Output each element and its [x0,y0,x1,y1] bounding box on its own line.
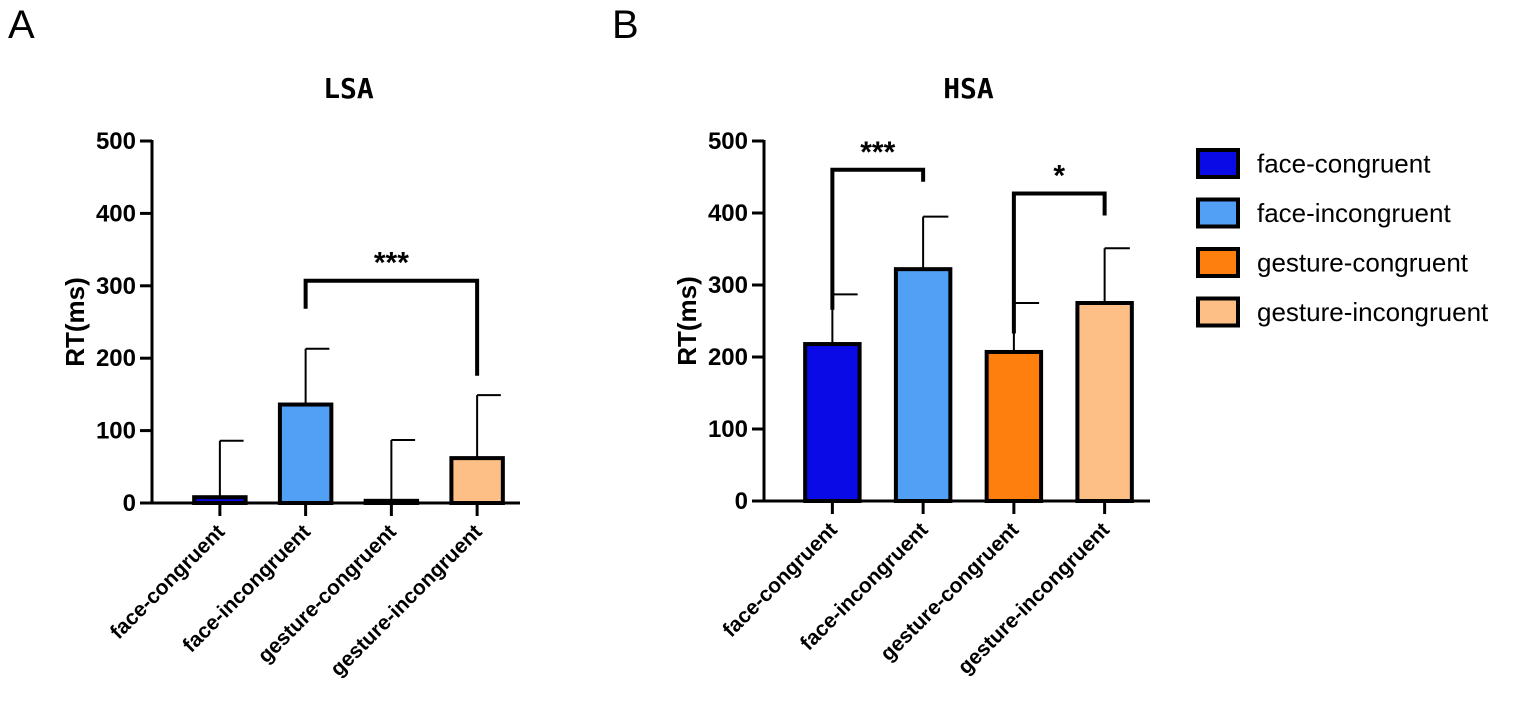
y-tick-label-lsa: 500 [96,128,136,155]
panel-label-b: B [612,3,639,47]
y-tick-label-lsa: 400 [96,200,136,227]
bar-hsa [984,349,1044,503]
legend-swatch [1196,148,1240,179]
y-tick-label-hsa: 500 [708,128,748,155]
y-tick-label-lsa: 200 [96,345,136,372]
significance-label-hsa: * [1053,160,1065,193]
y-tick-label-hsa: 0 [735,488,748,515]
y-tick-label-hsa: 200 [708,344,748,371]
bar-hsa [803,342,862,504]
legend-label: face-congruent [1257,149,1431,179]
y-tick-label-lsa: 100 [96,418,136,445]
y-tick-label-hsa: 300 [708,272,748,299]
legend-label: gesture-congruent [1257,248,1469,278]
legend: face-congruent face-incongruent gesture-co… [1196,148,1489,328]
bar-lsa [449,456,505,505]
legend-label: gesture-incongruent [1257,297,1489,327]
bar-lsa [277,402,334,506]
legend-swatch [1196,197,1240,229]
bar-lsa [192,495,248,506]
bar-lsa [363,498,420,506]
chart-title-lsa: LSA [323,72,374,105]
legend-label: face-incongruent [1257,198,1451,228]
significance-label-hsa: *** [860,136,895,169]
legend-swatch [1196,247,1240,278]
y-tick-label-hsa: 100 [708,416,748,443]
chart-title-hsa: HSA [943,72,994,105]
significance-bracket-hsa [1011,191,1107,334]
x-tick-label-hsa: gesture-incongruent [954,518,1115,679]
chart-hsa: HSART(ms)0100200300400500face-congruentf… [672,72,1150,679]
significance-bracket-lsa [303,278,480,376]
legend-swatch [1196,296,1240,328]
y-tick-label-lsa: 0 [123,490,136,517]
x-tick-label-lsa: gesture-incongruent [326,520,487,681]
y-axis-title-hsa: RT(ms) [672,276,702,366]
bar-hsa [893,267,953,503]
panel-label-a: A [8,3,35,47]
bar-hsa [1075,301,1134,503]
y-tick-label-lsa: 300 [96,273,136,300]
significance-label-lsa: *** [374,247,409,280]
y-axis-title-lsa: RT(ms) [60,277,90,367]
significance-bracket-hsa [830,167,926,310]
y-tick-label-hsa: 400 [708,200,748,227]
chart-lsa: LSART(ms)0100200300400500face-congruentf… [60,72,520,681]
